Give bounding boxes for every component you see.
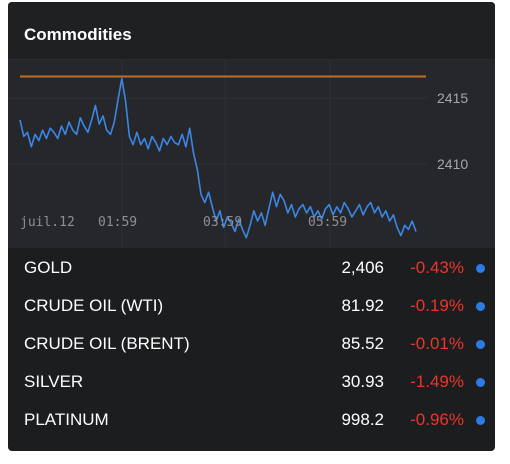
commodity-list: GOLD 2,406 -0.43% CRUDE OIL (WTI) 81.92 … xyxy=(8,248,495,438)
y-tick-label-2410: 2410 xyxy=(437,156,468,172)
status-dot-icon xyxy=(476,416,485,425)
commodity-name: CRUDE OIL (BRENT) xyxy=(24,334,190,353)
commodity-name: CRUDE OIL (WTI) xyxy=(24,296,164,315)
widget-title: Commodities xyxy=(24,25,132,44)
commodity-price: 81.92 xyxy=(341,296,384,315)
price-chart[interactable]: 2415 2410 juil.12 01:59 03:59 05:59 xyxy=(8,60,495,248)
commodities-widget: Commodities 2415 2410 juil.12 01:59 03:5… xyxy=(8,2,495,451)
price-chart-svg: 2415 2410 juil.12 01:59 03:59 05:59 xyxy=(8,60,468,248)
commodity-name: GOLD xyxy=(24,258,73,277)
commodity-change: -1.49% xyxy=(410,372,464,391)
x-tick-label-0359: 03:59 xyxy=(203,215,242,230)
commodity-price: 2,406 xyxy=(341,258,384,277)
commodity-row-crude-oil-wti[interactable]: CRUDE OIL (WTI) 81.92 -0.19% xyxy=(8,286,495,324)
commodity-change: -0.19% xyxy=(410,296,464,315)
status-dot-icon xyxy=(476,302,485,311)
x-tick-label-juil12: juil.12 xyxy=(20,215,75,230)
commodity-price: 30.93 xyxy=(341,372,384,391)
series-line-gold xyxy=(19,77,417,239)
commodity-name: PLATINUM xyxy=(24,410,109,429)
widget-header: Commodities xyxy=(8,2,495,60)
commodity-change: -0.01% xyxy=(410,334,464,353)
commodity-row-crude-oil-brent[interactable]: CRUDE OIL (BRENT) 85.52 -0.01% xyxy=(8,324,495,362)
commodity-name: SILVER xyxy=(24,372,84,391)
y-tick-label-2415: 2415 xyxy=(437,90,468,106)
commodity-price: 998.2 xyxy=(341,410,384,429)
commodity-change: -0.43% xyxy=(410,258,464,277)
commodity-price: 85.52 xyxy=(341,334,384,353)
status-dot-icon xyxy=(476,340,485,349)
status-dot-icon xyxy=(476,264,485,273)
x-tick-label-0159: 01:59 xyxy=(98,215,137,230)
chart-grid xyxy=(8,60,428,248)
commodity-row-platinum[interactable]: PLATINUM 998.2 -0.96% xyxy=(8,400,495,438)
commodity-row-gold[interactable]: GOLD 2,406 -0.43% xyxy=(8,248,495,286)
x-tick-label-0559: 05:59 xyxy=(308,215,347,230)
commodity-change: -0.96% xyxy=(410,410,464,429)
commodity-row-silver[interactable]: SILVER 30.93 -1.49% xyxy=(8,362,495,400)
status-dot-icon xyxy=(476,378,485,387)
